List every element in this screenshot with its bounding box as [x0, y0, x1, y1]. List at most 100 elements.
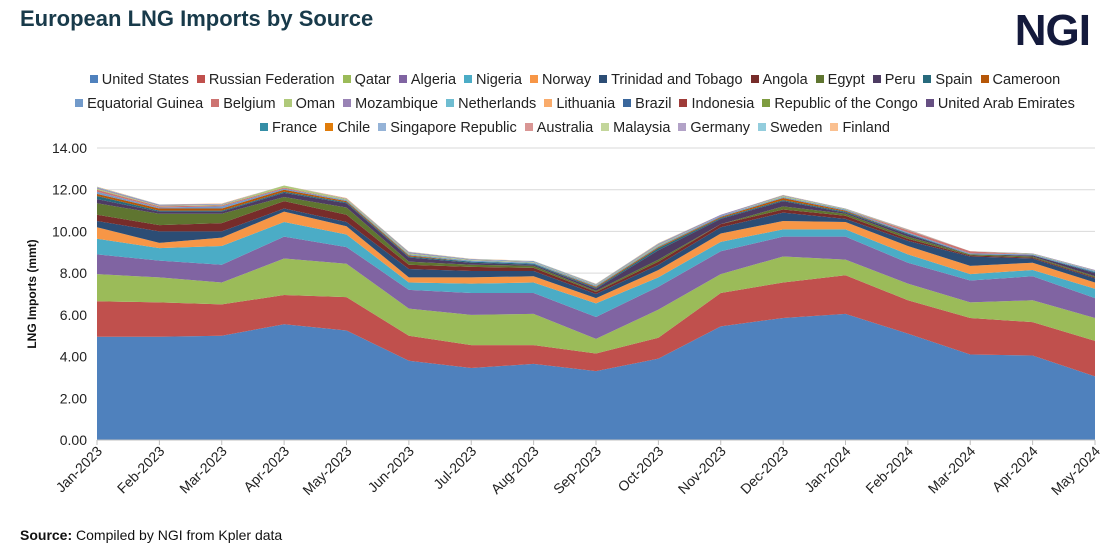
legend-label: Qatar	[354, 72, 391, 88]
legend-item: Egypt	[815, 68, 865, 92]
legend-label: Australia	[536, 120, 594, 136]
legend-item: Mozambique	[343, 92, 438, 116]
x-tick-label: Aug-2023	[487, 443, 541, 497]
y-tick-label: 4.00	[60, 349, 87, 365]
legend-item: Australia	[524, 116, 594, 140]
area-algeria	[97, 236, 1095, 339]
legend-label: Lithuania	[556, 96, 616, 112]
legend-label: United Arab Emirates	[937, 96, 1075, 112]
x-tick-label: Jan-2024	[801, 443, 854, 496]
legend-item: Netherlands	[446, 92, 536, 116]
legend-item: Equatorial Guinea	[75, 92, 203, 116]
legend-label: France	[272, 120, 318, 136]
x-tick-label: Jul-2023	[430, 443, 479, 492]
legend-item: Brazil	[623, 92, 671, 116]
legend-swatch	[446, 99, 455, 107]
legend-label: Finland	[842, 120, 890, 136]
legend-label: Equatorial Guinea	[87, 96, 204, 112]
legend-label: Angola	[762, 72, 808, 88]
legend-swatch	[283, 99, 292, 107]
source-text: Compiled by NGI from Kpler data	[76, 527, 283, 543]
x-tick-label: Apr-2024	[989, 443, 1041, 495]
legend-swatch	[211, 99, 220, 107]
y-tick-label: 10.00	[52, 223, 87, 239]
legend-swatch	[830, 123, 839, 131]
y-tick-label: 2.00	[60, 390, 87, 406]
area-qatar	[97, 256, 1095, 354]
y-tick-label: 8.00	[60, 265, 87, 281]
legend-swatch	[599, 75, 608, 83]
legend-item: Sweden	[758, 116, 822, 140]
legend-swatch	[750, 75, 759, 83]
x-tick-label: Jan-2023	[53, 443, 106, 496]
legend-swatch	[89, 75, 98, 83]
legend-label: Russian Federation	[208, 72, 335, 88]
legend-label: Algeria	[410, 72, 457, 88]
legend-swatch	[378, 123, 387, 131]
legend-swatch	[325, 123, 334, 131]
legend-label: Netherlands	[458, 96, 537, 112]
x-tick-label: Jun-2023	[364, 443, 417, 496]
legend-swatch	[343, 99, 352, 107]
legend-label: Mozambique	[355, 96, 439, 112]
legend-item: Norway	[529, 68, 592, 92]
legend-item: Oman	[283, 92, 335, 116]
legend-label: Brazil	[635, 96, 672, 112]
x-tick-label: May-2023	[299, 443, 354, 498]
legend-swatch	[678, 123, 687, 131]
legend-item: Indonesia	[679, 92, 754, 116]
legend-item: United Arab Emirates	[925, 92, 1075, 116]
legend-swatch	[529, 75, 538, 83]
legend-label: Peru	[884, 72, 916, 88]
source-label: Source:	[20, 527, 73, 543]
legend-item: Algeria	[398, 68, 457, 92]
legend-label: Norway	[541, 72, 592, 88]
legend-swatch	[196, 75, 205, 83]
legend-item: Lithuania	[544, 92, 615, 116]
legend-swatch	[260, 123, 268, 131]
x-tick-label: Sep-2023	[550, 443, 604, 497]
legend-item: Belgium	[211, 92, 276, 116]
y-axis-label: LNG Imports (mmt)	[25, 239, 39, 348]
x-tick-label: Mar-2024	[925, 443, 979, 497]
area-nigeria	[97, 222, 1095, 317]
x-tick-label: Feb-2023	[114, 443, 168, 497]
legend-label: Egypt	[827, 72, 865, 88]
legend-swatch	[872, 75, 881, 83]
legend-item: France	[260, 116, 317, 140]
legend-swatch	[758, 123, 767, 131]
legend-item: Trinidad and Tobago	[599, 68, 743, 92]
legend-label: Sweden	[770, 120, 823, 136]
legend-label: Republic of the Congo	[774, 96, 918, 112]
legend-label: Nigeria	[476, 72, 522, 88]
legend-swatch	[524, 123, 533, 131]
x-tick-label: Apr-2023	[240, 443, 292, 495]
legend-item: Cameroon	[980, 68, 1060, 92]
ngi-logo: NGI	[1014, 6, 1091, 55]
x-tick-label: Mar-2023	[176, 443, 230, 497]
legend-swatch	[342, 75, 351, 83]
legend-item: Qatar	[342, 68, 391, 92]
legend-item: Finland	[830, 116, 890, 140]
legend-label: Indonesia	[691, 96, 755, 112]
legend-item: Spain	[923, 68, 973, 92]
y-tick-label: 12.00	[52, 182, 87, 198]
x-tick-label: Nov-2023	[675, 443, 729, 497]
x-tick-label: Dec-2023	[737, 443, 791, 497]
legend-swatch	[623, 99, 632, 107]
area-russian-federation	[97, 275, 1095, 377]
x-tick-label: Feb-2024	[862, 443, 916, 497]
legend-label: United States	[101, 72, 189, 88]
source-note: Source: Compiled by NGI from Kpler data	[20, 527, 282, 543]
legend-swatch	[75, 99, 84, 107]
y-tick-label: 14.00	[52, 140, 87, 156]
legend-item: Republic of the Congo	[762, 92, 918, 116]
legend-label: Singapore Republic	[390, 120, 517, 136]
x-tick-label: May-2024	[1048, 443, 1103, 498]
legend-swatch	[544, 99, 553, 107]
chart-title: European LNG Imports by Source	[20, 6, 374, 31]
legend-item: Russian Federation	[196, 68, 335, 92]
legend-item: Chile	[325, 116, 370, 140]
